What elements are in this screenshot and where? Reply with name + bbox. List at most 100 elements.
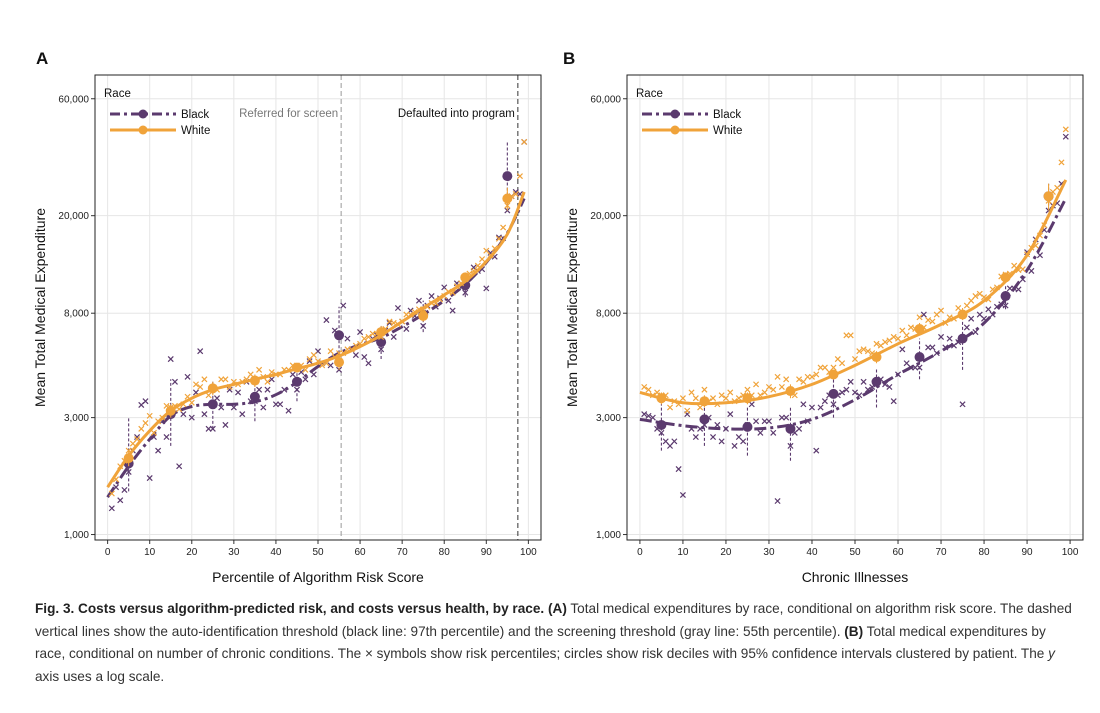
percentile-point [929, 344, 936, 351]
percentile-point [142, 420, 149, 427]
decile-point [656, 393, 667, 404]
percentile-point [403, 325, 410, 332]
percentile-point [770, 429, 777, 436]
percentile-point [882, 339, 889, 346]
percentile-point [512, 191, 519, 198]
series-black [639, 133, 1069, 505]
decile-point [699, 414, 710, 425]
percentile-point [495, 235, 502, 242]
decile-point [699, 396, 710, 407]
percentile-point [117, 497, 124, 504]
decile-point [502, 171, 513, 182]
percentile-point [985, 306, 992, 313]
percentile-point [222, 421, 229, 428]
decile-point [249, 375, 260, 386]
percentile-point [344, 335, 351, 342]
percentile-point [192, 381, 200, 388]
percentile-point [1019, 266, 1026, 273]
percentile-point [462, 289, 469, 296]
decile-point [418, 310, 429, 321]
percentile-point [843, 386, 850, 393]
percentile-point [761, 389, 768, 396]
percentile-point [817, 404, 824, 411]
percentile-point [310, 352, 317, 359]
percentile-point [483, 247, 490, 254]
percentile-point [180, 411, 187, 418]
percentile-point [796, 425, 803, 432]
y-tick-label: 60,000 [58, 94, 89, 105]
percentile-point [415, 297, 423, 304]
x-tick-label: 10 [144, 547, 156, 558]
decile-point [742, 421, 753, 432]
x-tick-label: 0 [105, 547, 111, 558]
percentile-point [847, 378, 854, 385]
percentile-point [146, 412, 153, 419]
percentile-point [340, 302, 347, 309]
percentile-point [662, 438, 669, 445]
percentile-point [641, 411, 648, 418]
y-tick-label: 1,000 [596, 530, 621, 541]
decile-point [207, 383, 218, 394]
percentile-point [235, 389, 242, 396]
decile-point [1043, 191, 1054, 202]
percentile-point [213, 395, 221, 402]
percentile-point [378, 346, 385, 353]
decile-point [334, 357, 345, 368]
x-tick-label: 100 [520, 547, 537, 558]
decile-point [914, 323, 925, 334]
percentile-point [197, 383, 204, 391]
percentile-point [976, 290, 983, 297]
x-tick-label: 20 [720, 547, 732, 558]
percentile-point [256, 386, 263, 393]
percentile-point [645, 386, 652, 393]
x-tick-label: 100 [1062, 547, 1079, 558]
decile-point [376, 327, 387, 338]
plot-frame [94, 74, 542, 541]
percentile-point [894, 335, 902, 342]
percentile-point [774, 373, 781, 380]
percentile-point [260, 404, 267, 411]
decile-point [871, 352, 882, 363]
percentile-point [666, 404, 674, 411]
x-tick-label: 60 [355, 547, 367, 558]
y-tick-label: 20,000 [58, 211, 89, 222]
percentile-point [176, 463, 183, 470]
legend-title: Race [636, 88, 663, 100]
percentile-point [142, 398, 149, 405]
panel-label: A [36, 49, 48, 68]
fit-line [106, 191, 526, 489]
figure-caption: Fig. 3. Costs versus algorithm-predicted… [35, 598, 1075, 688]
percentile-point [783, 414, 790, 421]
percentile-point [688, 389, 695, 396]
decile-point [828, 369, 839, 380]
decile-point [742, 393, 753, 404]
y-tick-label: 3,000 [596, 413, 621, 424]
percentile-point [899, 327, 906, 334]
percentile-point [264, 378, 271, 385]
decile-point [291, 376, 302, 387]
percentile-point [516, 173, 523, 180]
percentile-point [968, 315, 975, 322]
legend-marker-white [670, 125, 680, 135]
decile-point [656, 419, 667, 430]
caption-y-word: y [1048, 646, 1055, 661]
percentile-point [1058, 159, 1065, 166]
percentile-point [783, 376, 790, 383]
percentile-point [903, 332, 910, 339]
percentile-point [963, 302, 970, 309]
percentile-point [394, 304, 401, 312]
percentile-point [679, 395, 686, 402]
percentile-point [666, 442, 674, 449]
decile-point [334, 330, 345, 341]
fit-line [639, 197, 1068, 431]
percentile-point [134, 433, 141, 441]
percentile-point [352, 352, 359, 359]
percentile-point [306, 358, 313, 365]
x-tick-label: 60 [892, 547, 904, 558]
reference-line-label: Defaulted into program [398, 108, 515, 120]
reference-line-label: Referred for screen [239, 108, 338, 120]
x-tick-label: 50 [312, 547, 324, 558]
decile-point [785, 386, 796, 397]
percentile-point [701, 386, 708, 393]
caption-lead: Fig. 3. Costs versus algorithm-predicted… [35, 601, 545, 616]
